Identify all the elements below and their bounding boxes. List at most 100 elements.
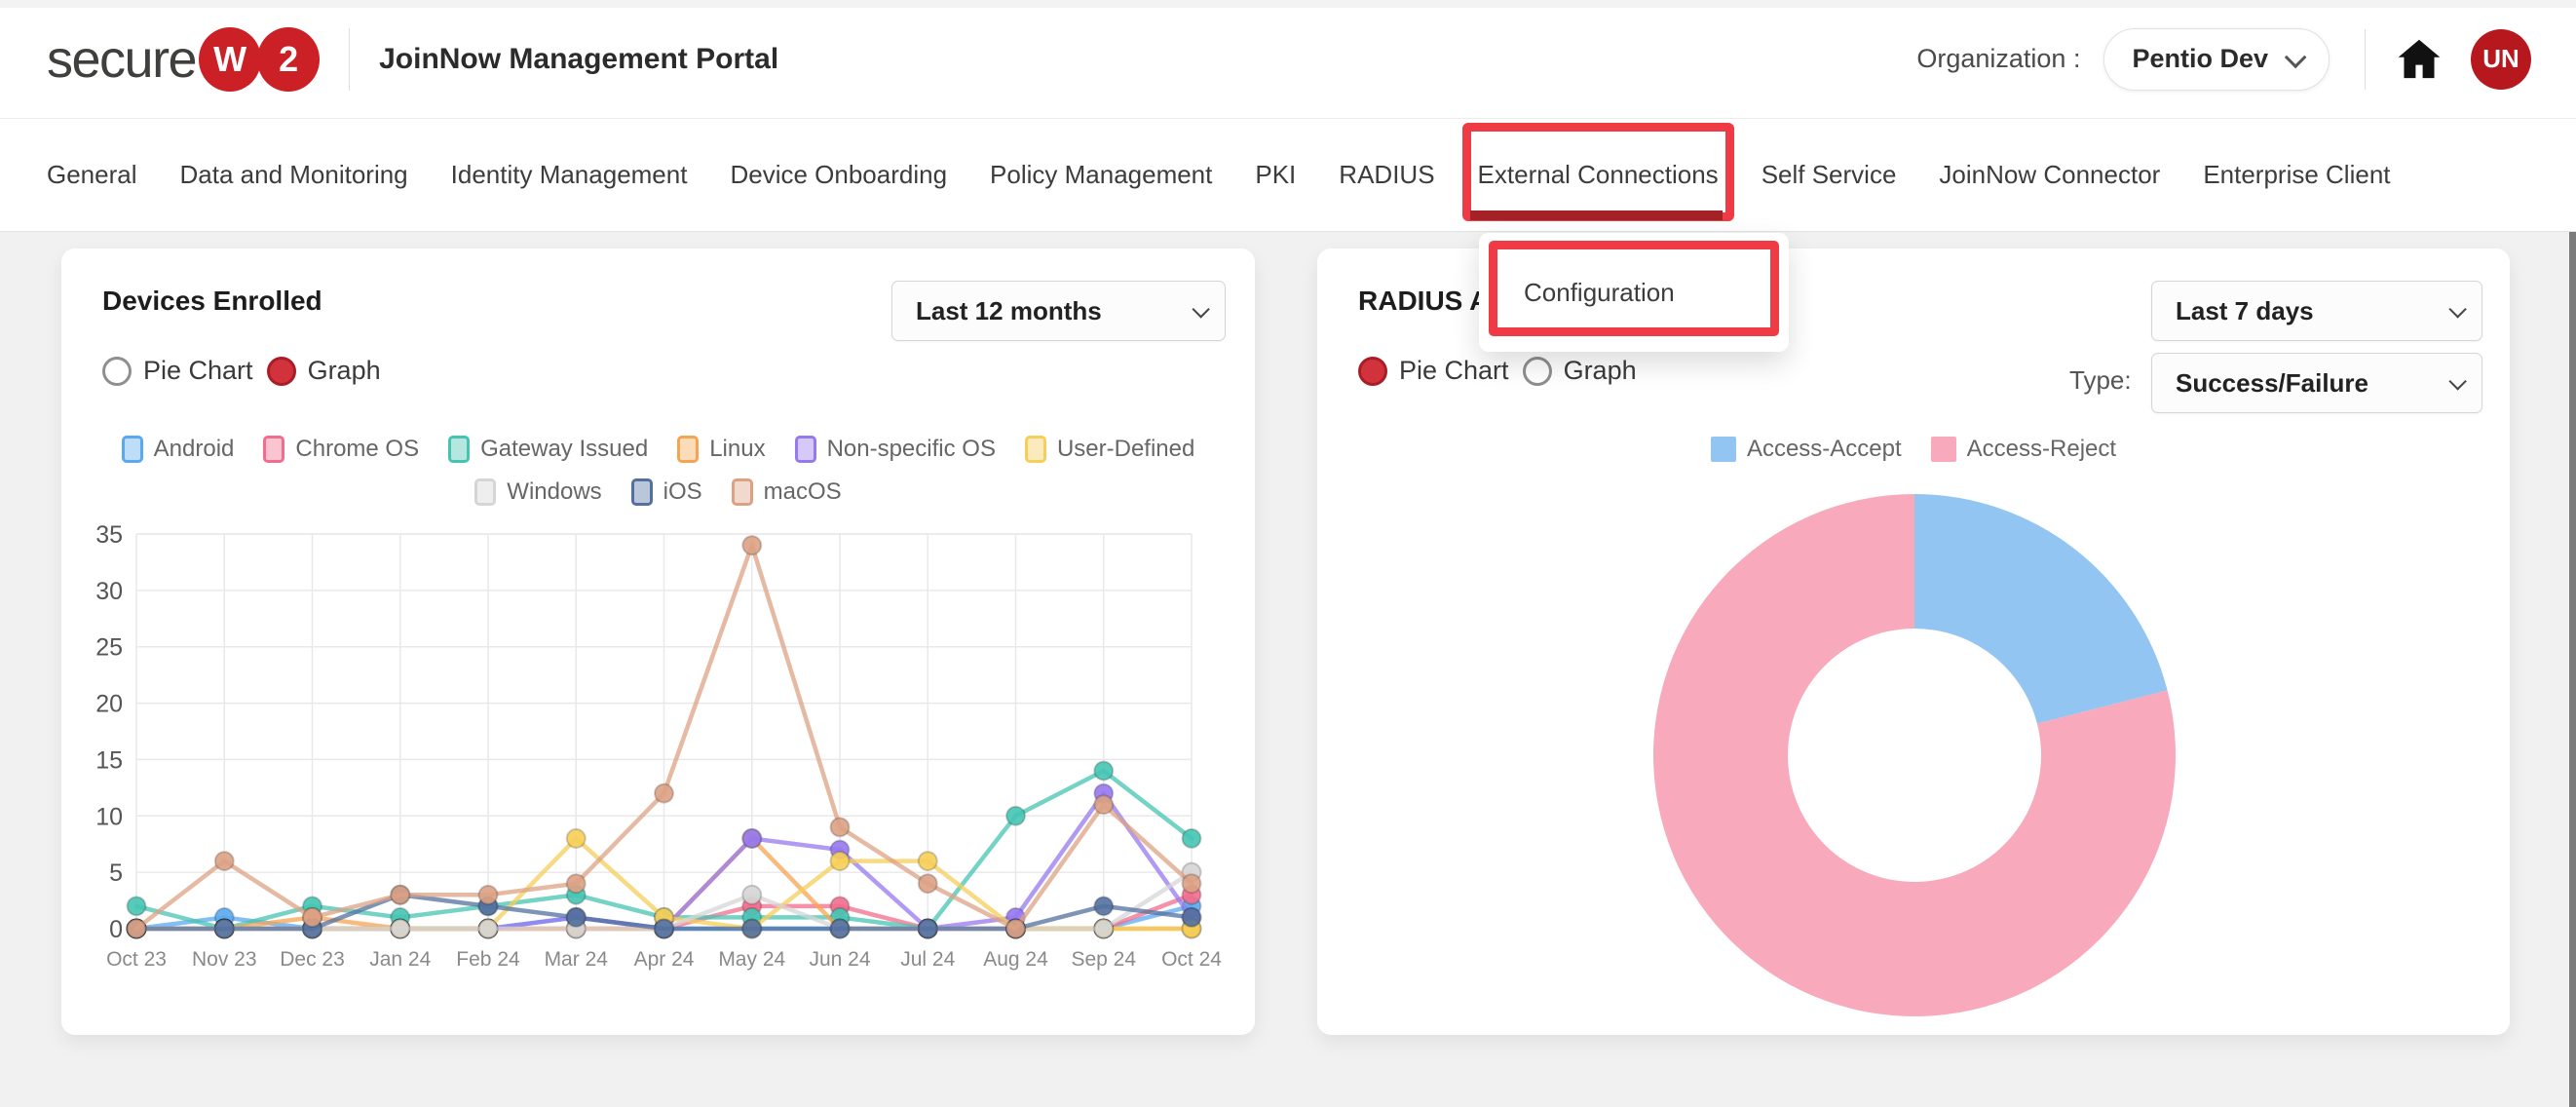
data-point — [654, 783, 674, 804]
legend-item-gateway-issued[interactable]: Gateway Issued — [448, 436, 648, 463]
x-tick-label: Apr 24 — [634, 948, 695, 971]
nav-item-device-onboarding[interactable]: Device Onboarding — [730, 160, 948, 189]
legend-item-chrome-os[interactable]: Chrome OS — [263, 436, 419, 463]
legend-swatch — [1710, 437, 1736, 462]
data-point — [1181, 873, 1202, 895]
data-point — [302, 906, 322, 928]
radius-card: RADIUS A Last 7 days Pie Chart Graph Type… — [1317, 248, 2510, 1035]
data-point — [390, 884, 411, 905]
radius-radio-graph[interactable]: Graph — [1522, 356, 1637, 386]
radius-radio-pie-chart[interactable]: Pie Chart — [1358, 356, 1509, 386]
y-tick-label: 30 — [95, 578, 123, 605]
radius-period-select[interactable]: Last 7 days — [2151, 281, 2482, 341]
active-nav-underline — [1469, 210, 1723, 220]
legend-label: Non-specific OS — [826, 436, 996, 462]
legend-swatch — [121, 436, 143, 463]
radius-radio-label: Pie Chart — [1399, 356, 1509, 385]
legend-label: macOS — [763, 478, 842, 505]
data-point — [565, 906, 587, 928]
line-legend-row-2: Windows iOS macOS — [61, 478, 1255, 506]
nav-item-enterprise-client[interactable]: Enterprise Client — [2203, 160, 2391, 189]
user-avatar[interactable]: UN — [2471, 28, 2531, 90]
x-tick-label: May 24 — [718, 948, 785, 971]
y-tick-label: 15 — [95, 746, 123, 774]
data-point — [565, 827, 587, 849]
securew2-logo[interactable]: secure W 2 — [47, 26, 321, 92]
logo-text: secure — [47, 29, 198, 89]
data-point — [126, 896, 147, 917]
legend-swatch — [474, 478, 497, 506]
legend-item-access-accept[interactable]: Access-Accept — [1710, 436, 1902, 463]
radio-unselected-icon — [1522, 356, 1552, 386]
data-point — [1005, 805, 1026, 826]
legend-label: Access-Reject — [1966, 436, 2117, 462]
x-tick-label: Oct 23 — [106, 948, 167, 971]
chevron-down-icon — [2284, 46, 2307, 68]
legend-swatch — [1930, 437, 1956, 462]
line-legend-row-1: Android Chrome OS Gateway Issued Linux Non-s… — [61, 436, 1255, 463]
external-connections-dropdown: Configuration — [1479, 233, 1789, 352]
legend-label: Chrome OS — [295, 436, 420, 462]
legend-item-non-specific-os[interactable]: Non-specific OS — [794, 436, 996, 463]
legend-item-ios[interactable]: iOS — [630, 478, 702, 506]
legend-item-access-reject[interactable]: Access-Reject — [1930, 436, 2117, 463]
donut-slice-access-accept — [1914, 494, 2168, 724]
nav-item-pki[interactable]: PKI — [1255, 160, 1297, 189]
home-button[interactable] — [2393, 33, 2445, 86]
data-point — [477, 884, 499, 905]
nav-item-self-service[interactable]: Self Service — [1761, 160, 1897, 189]
legend-item-android[interactable]: Android — [121, 436, 234, 463]
devices-view-toggle: Pie Chart Graph — [102, 356, 381, 386]
data-point — [829, 851, 851, 872]
nav-item-joinnow-connector[interactable]: JoinNow Connector — [1939, 160, 2161, 189]
devices-radio-pie-chart[interactable]: Pie Chart — [102, 356, 253, 386]
devices-radio-graph[interactable]: Graph — [266, 356, 381, 386]
nav-item-data-and-monitoring[interactable]: Data and Monitoring — [179, 160, 408, 189]
data-point — [1093, 760, 1115, 782]
y-tick-label: 0 — [109, 916, 123, 943]
radius-radio-label: Graph — [1563, 356, 1637, 385]
menu-item-configuration[interactable]: Configuration — [1524, 277, 1675, 307]
radius-view-toggle: Pie Chart Graph — [1358, 356, 1637, 386]
portal-title: JoinNow Management Portal — [379, 42, 779, 75]
nav-item-radius[interactable]: RADIUS — [1339, 160, 1435, 189]
legend-label: User-Defined — [1056, 436, 1195, 462]
x-tick-label: Aug 24 — [983, 948, 1048, 971]
legend-label: Access-Accept — [1746, 436, 1902, 462]
data-point — [654, 918, 674, 939]
x-tick-label: Mar 24 — [545, 948, 609, 971]
legend-label: Linux — [709, 436, 766, 462]
organization-value: Pentio Dev — [2132, 44, 2268, 73]
x-tick-label: Jun 24 — [809, 948, 870, 971]
devices-line-chart: 0 5 10 15 20 25 30 35 Oct 23 Nov 23 Dec 23 Jan 24 Fe… — [95, 521, 1222, 971]
nav-item-external-connections[interactable]: External Connections — [1461, 123, 1734, 221]
organization-selector[interactable]: Pentio Dev — [2103, 27, 2330, 91]
legend-swatch — [794, 436, 816, 463]
logo-badge-w: W — [199, 26, 262, 92]
radius-type-select[interactable]: Success/Failure — [2151, 353, 2482, 413]
legend-item-windows[interactable]: Windows — [474, 478, 602, 506]
legend-label: iOS — [663, 478, 702, 505]
main-nav: General Data and Monitoring Identity Manag… — [0, 119, 2576, 232]
window-top-strip — [0, 0, 2576, 8]
radius-period-value: Last 7 days — [2176, 295, 2314, 325]
data-point — [1093, 794, 1115, 816]
devices-period-select[interactable]: Last 12 months — [891, 281, 1226, 341]
logo-badge-2: 2 — [257, 26, 321, 92]
nav-item-general[interactable]: General — [47, 160, 137, 189]
legend-swatch — [448, 436, 471, 463]
devices-enrolled-card: Devices Enrolled Last 12 months Pie Char… — [61, 248, 1255, 1035]
legend-item-macos[interactable]: macOS — [731, 478, 842, 506]
data-point — [741, 918, 763, 939]
devices-card-title: Devices Enrolled — [102, 286, 322, 316]
legend-item-linux[interactable]: Linux — [677, 436, 766, 463]
nav-item-policy-management[interactable]: Policy Management — [990, 160, 1213, 189]
x-tick-label: Dec 23 — [280, 948, 345, 971]
legend-label: Gateway Issued — [480, 436, 649, 462]
x-tick-label: Jan 24 — [369, 948, 431, 971]
x-tick-label: Feb 24 — [456, 948, 520, 971]
scrollbar[interactable] — [2569, 232, 2576, 1107]
legend-item-user-defined[interactable]: User-Defined — [1024, 436, 1195, 463]
y-tick-label: 20 — [95, 691, 123, 718]
nav-item-identity-management[interactable]: Identity Management — [450, 160, 688, 189]
